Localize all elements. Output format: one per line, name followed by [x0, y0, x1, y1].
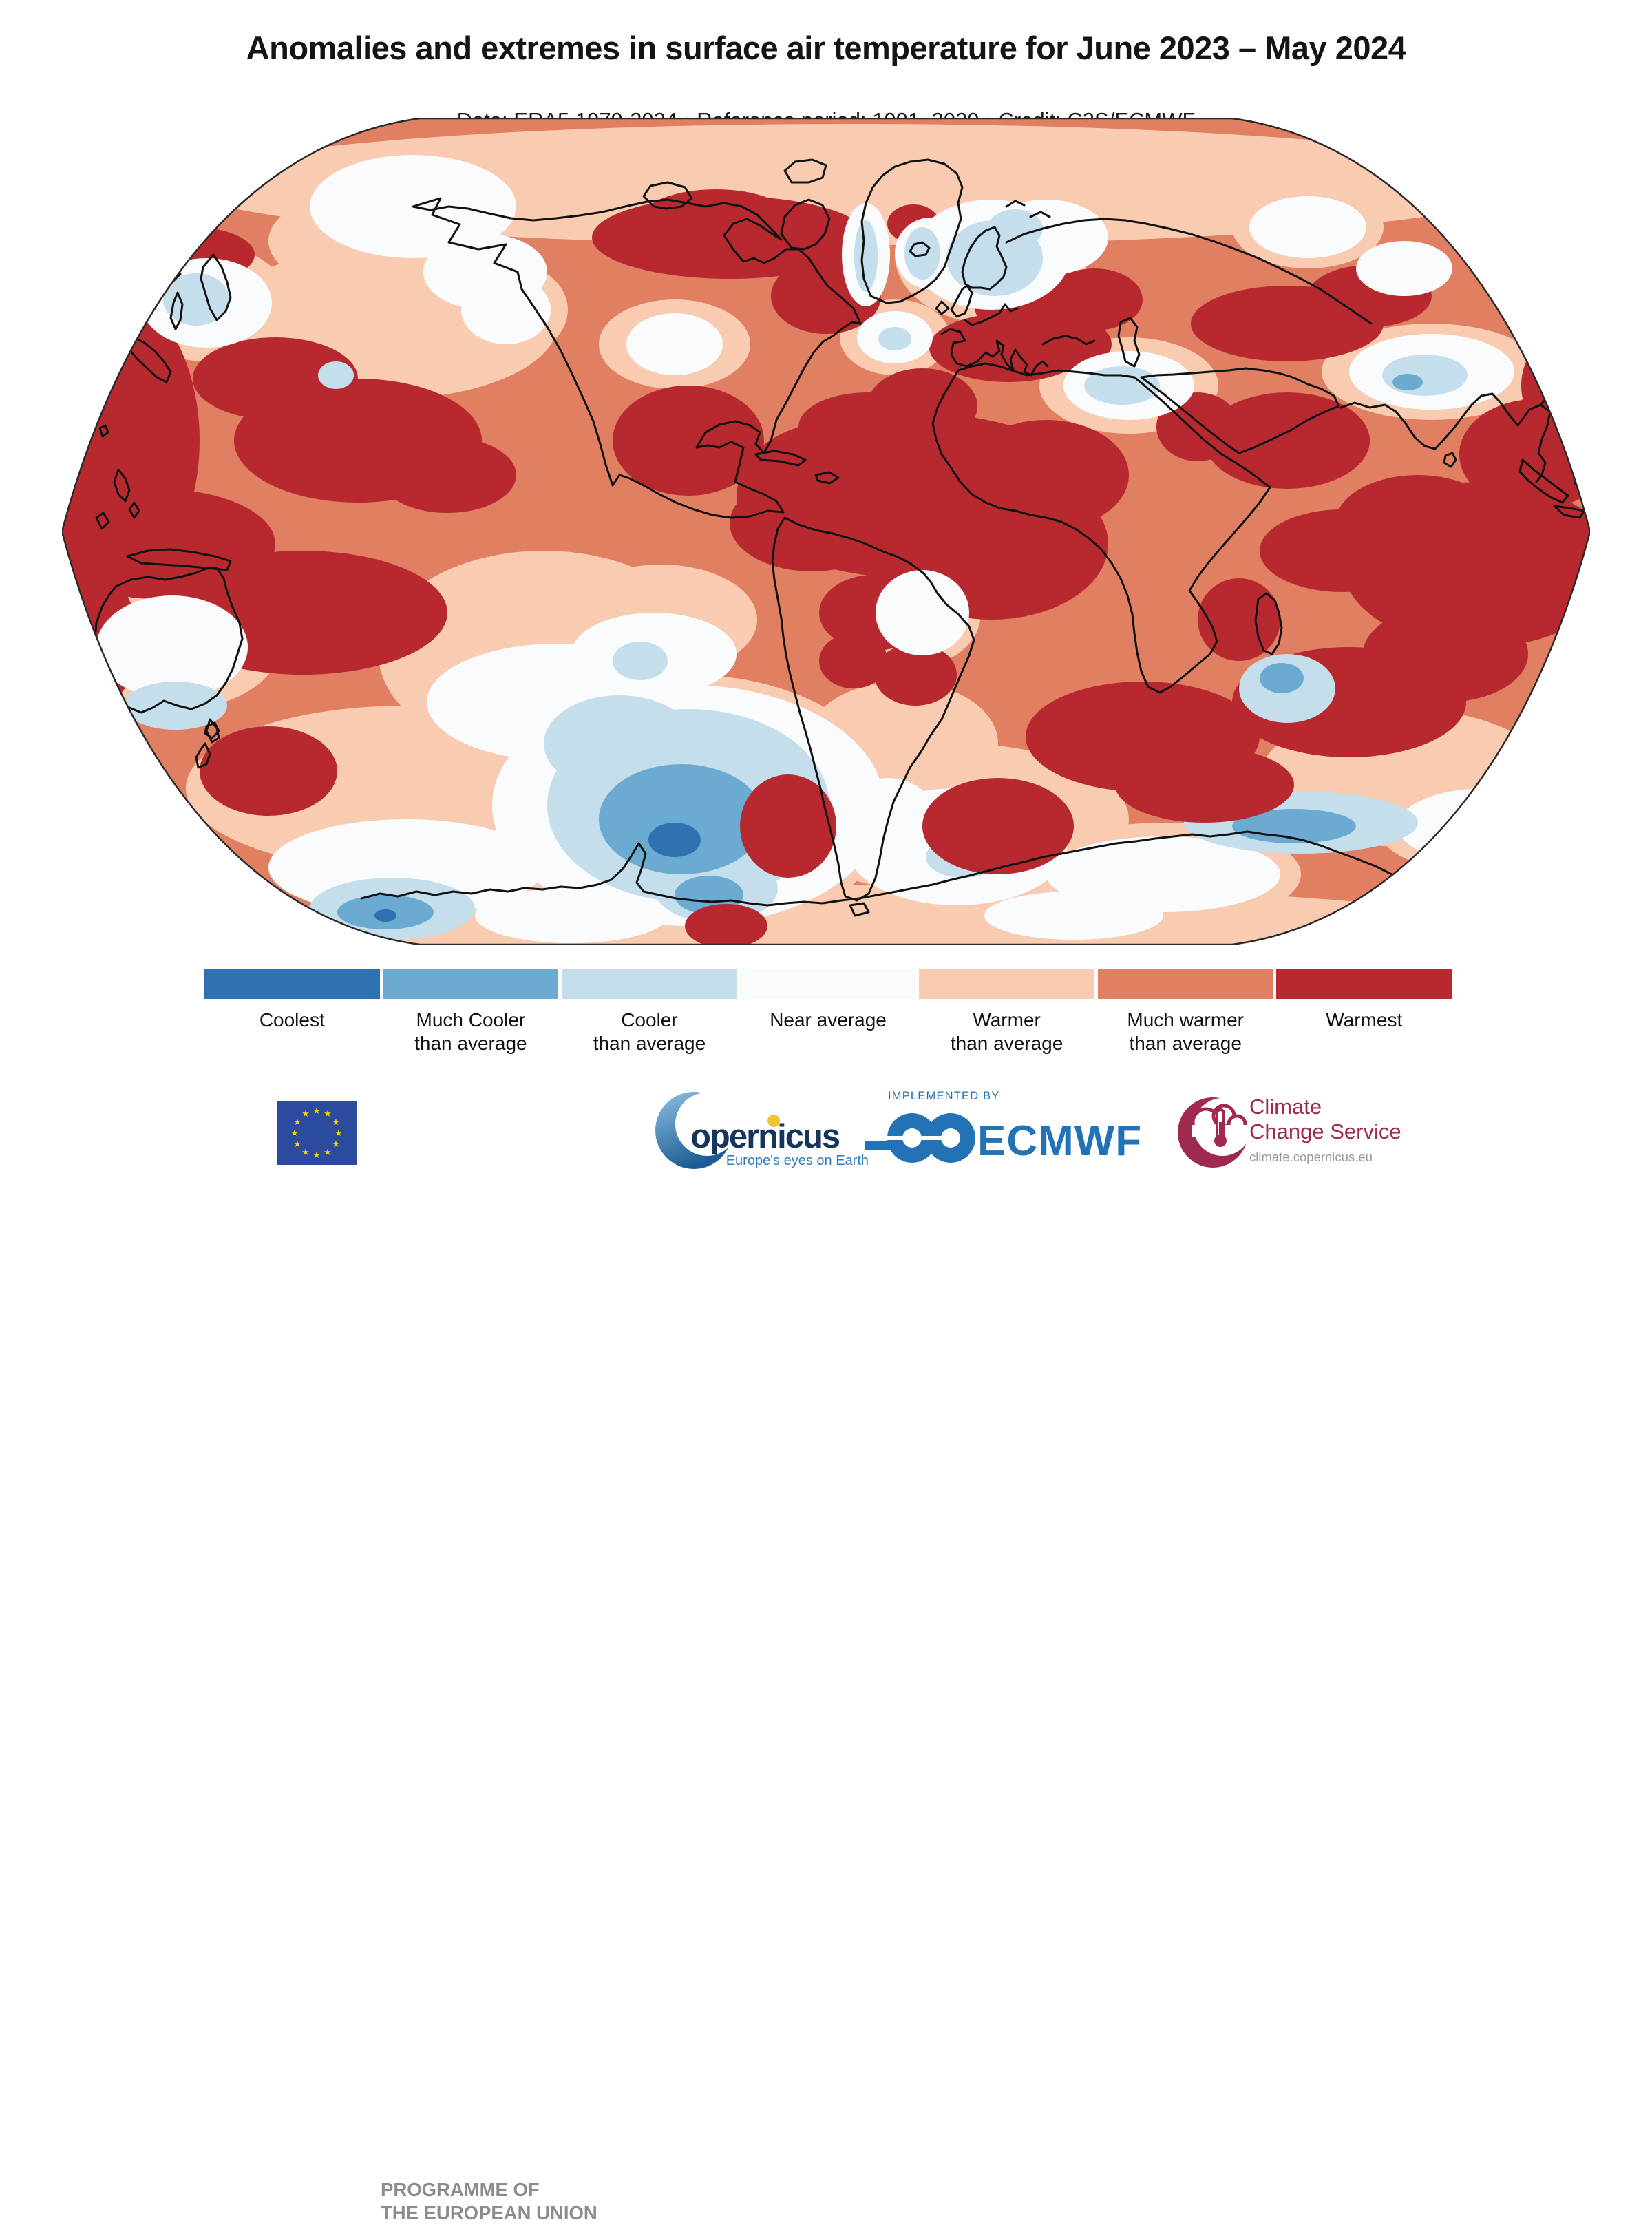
- coastlines: [62, 158, 1590, 917]
- legend-label: Much warmer than average: [1127, 1009, 1244, 1054]
- footer-logos: PROGRAMME OF THE EUROPEAN UNION: [0, 1074, 1652, 2224]
- legend-label: Coolest: [259, 1009, 325, 1031]
- coast-caribbean: [754, 450, 840, 485]
- coast-madagascar: [1254, 592, 1283, 655]
- robinson-map-svg: [61, 117, 1591, 946]
- coast-south-america: [771, 516, 975, 917]
- eu-programme-line1: PROGRAMME OF: [381, 2179, 540, 2200]
- coast-arctic-islands: [642, 158, 831, 251]
- anomaly-fill-layers: [62, 118, 1590, 945]
- coast-arabia: [1140, 367, 1340, 454]
- legend-swatch: [1097, 969, 1273, 999]
- legend-label: Much Cooler than average: [414, 1009, 527, 1054]
- coast-africa: [931, 362, 1271, 694]
- legend-swatch: [740, 969, 916, 999]
- legend-item: Much Cooler than average: [383, 969, 559, 1055]
- coolest-layer: [374, 823, 701, 922]
- legend-item: Coolest: [204, 969, 380, 1055]
- coast-caspian: [1117, 317, 1141, 368]
- legend-item: Cooler than average: [562, 969, 737, 1055]
- coast-north-america: [412, 197, 862, 519]
- coast-europe: [909, 200, 1096, 377]
- coast-siberia: [1005, 218, 1373, 325]
- page-title: Anomalies and extremes in surface air te…: [246, 30, 1406, 66]
- coast-antarctica: [360, 830, 1439, 907]
- warmest-overlay-layer: [200, 726, 1294, 945]
- legend-swatch: [562, 969, 737, 999]
- legend-item: Warmest: [1276, 969, 1452, 1055]
- legend-label: Warmest: [1326, 1009, 1403, 1031]
- eu-programme-line2: THE EUROPEAN UNION: [381, 2202, 597, 2224]
- coast-greenland: [860, 158, 964, 304]
- world-anomaly-map: [61, 117, 1591, 946]
- legend-swatch: [383, 969, 559, 999]
- legend-label: Cooler than average: [593, 1009, 706, 1054]
- eu-programme-text: PROGRAMME OF THE EUROPEAN UNION: [381, 2178, 597, 2225]
- legend: Coolest Much Cooler than average Cooler …: [204, 969, 1452, 1055]
- legend-item: Near average: [740, 969, 916, 1055]
- legend-label: Near average: [770, 1009, 887, 1031]
- legend-swatch: [919, 969, 1094, 999]
- legend-swatch: [204, 969, 380, 999]
- legend-label: Warmer than average: [950, 1009, 1063, 1054]
- legend-item: Much warmer than average: [1097, 969, 1273, 1055]
- legend-item: Warmer than average: [919, 969, 1094, 1055]
- legend-swatch: [1276, 969, 1452, 999]
- coast-australia: [94, 567, 244, 769]
